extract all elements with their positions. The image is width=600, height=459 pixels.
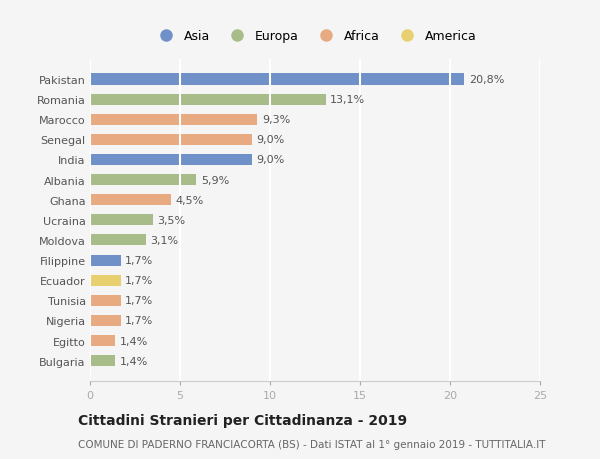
Legend: Asia, Europa, Africa, America: Asia, Europa, Africa, America (151, 28, 479, 45)
Text: Cittadini Stranieri per Cittadinanza - 2019: Cittadini Stranieri per Cittadinanza - 2… (78, 414, 407, 428)
Text: 3,5%: 3,5% (157, 215, 185, 225)
Text: 9,3%: 9,3% (262, 115, 290, 125)
Text: 4,5%: 4,5% (176, 195, 204, 205)
Text: 1,4%: 1,4% (120, 356, 148, 366)
Bar (90, 134, 252, 146)
Bar (90, 195, 171, 206)
Bar (90, 114, 257, 125)
Bar (90, 235, 146, 246)
Bar (90, 155, 252, 166)
Text: 1,7%: 1,7% (125, 316, 154, 326)
Text: 1,7%: 1,7% (125, 275, 154, 285)
Bar (90, 95, 326, 106)
Text: 13,1%: 13,1% (330, 95, 365, 105)
Bar (90, 74, 464, 85)
Text: 20,8%: 20,8% (469, 75, 504, 85)
Text: 9,0%: 9,0% (257, 155, 285, 165)
Bar (90, 315, 121, 326)
Bar (90, 355, 115, 366)
Text: 5,9%: 5,9% (200, 175, 229, 185)
Text: 9,0%: 9,0% (257, 135, 285, 145)
Bar (90, 335, 115, 346)
Bar (90, 174, 196, 186)
Bar (90, 275, 121, 286)
Text: 1,7%: 1,7% (125, 296, 154, 306)
Text: 1,7%: 1,7% (125, 256, 154, 265)
Text: 3,1%: 3,1% (151, 235, 178, 246)
Bar (90, 295, 121, 306)
Text: 1,4%: 1,4% (120, 336, 148, 346)
Text: COMUNE DI PADERNO FRANCIACORTA (BS) - Dati ISTAT al 1° gennaio 2019 - TUTTITALIA: COMUNE DI PADERNO FRANCIACORTA (BS) - Da… (78, 440, 545, 449)
Bar (90, 255, 121, 266)
Bar (90, 215, 153, 226)
